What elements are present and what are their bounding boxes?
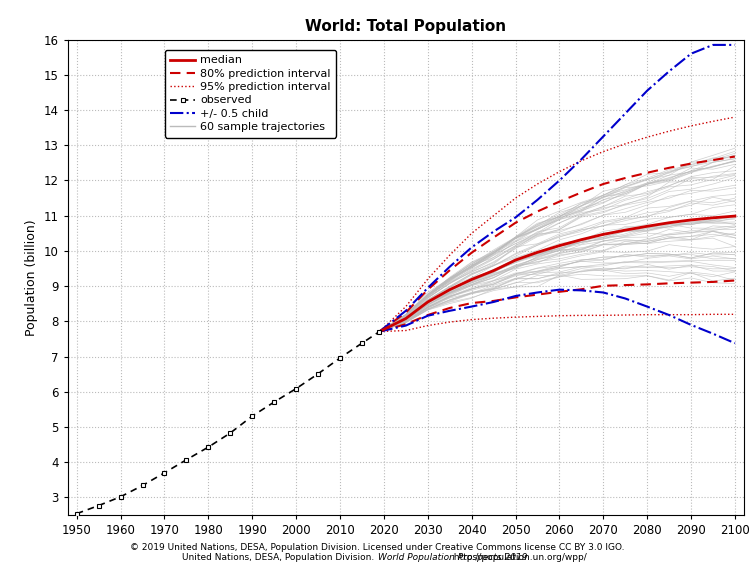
Text: © 2019 United Nations, DESA, Population Division. Licensed under Creative Common: © 2019 United Nations, DESA, Population … (131, 543, 624, 552)
Text: World Population Prospects 2019: World Population Prospects 2019 (378, 554, 527, 563)
Text: . http://population.un.org/wpp/: . http://population.un.org/wpp/ (448, 554, 587, 563)
Text: United Nations, DESA, Population Division.: United Nations, DESA, Population Divisio… (183, 554, 378, 563)
Legend: median, 80% prediction interval, 95% prediction interval, observed, +/- 0.5 chil: median, 80% prediction interval, 95% pre… (165, 50, 336, 138)
Title: World: Total Population: World: Total Population (305, 19, 507, 35)
Y-axis label: Population (billion): Population (billion) (26, 219, 39, 336)
